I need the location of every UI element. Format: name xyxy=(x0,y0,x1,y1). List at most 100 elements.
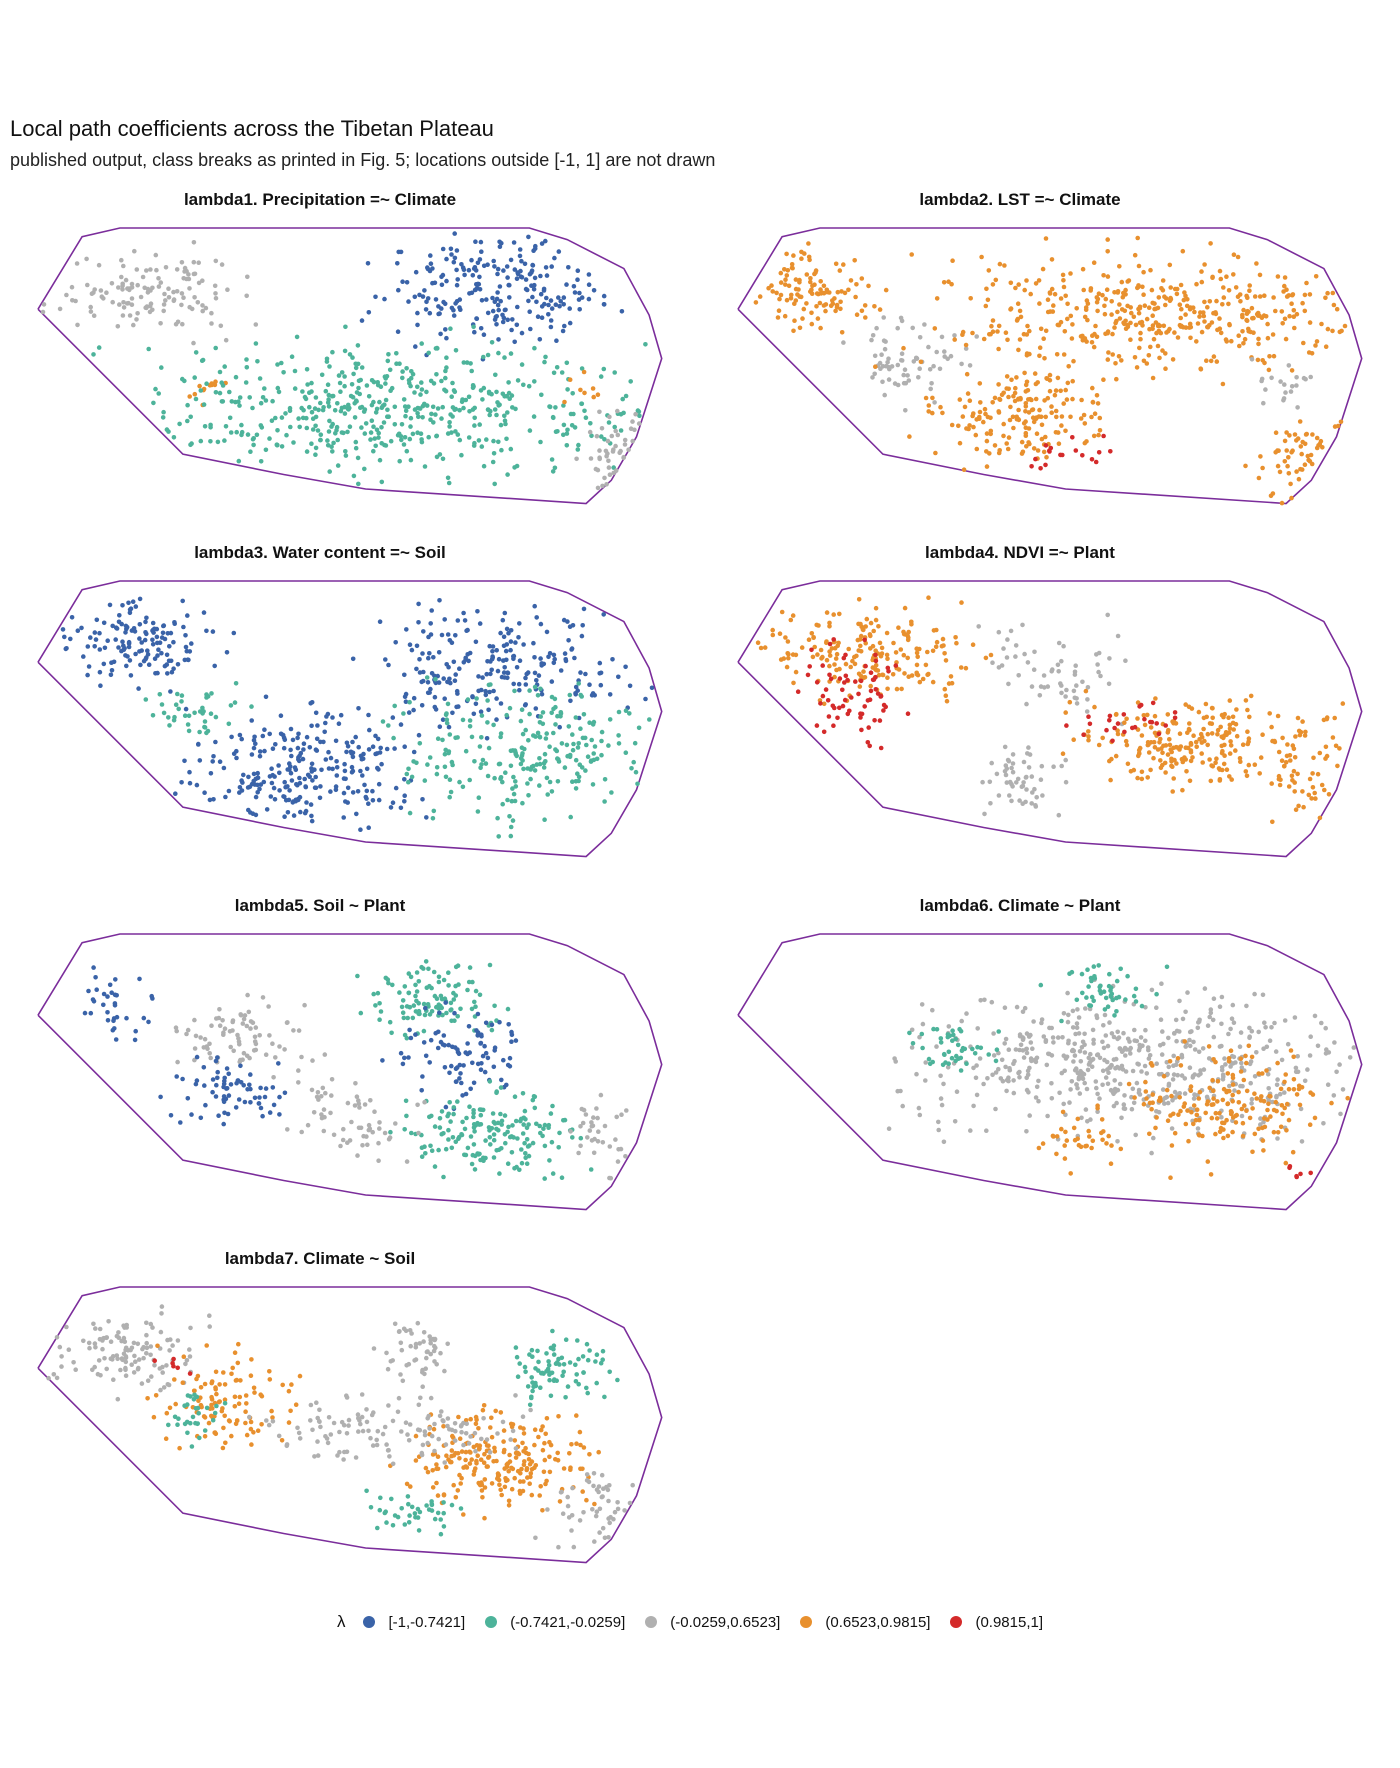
location-point xyxy=(240,1057,245,1062)
location-point xyxy=(410,1015,416,1021)
location-point xyxy=(200,357,206,363)
location-point xyxy=(1177,998,1182,1004)
location-point xyxy=(272,797,278,802)
location-point xyxy=(186,272,191,277)
location-point xyxy=(1241,307,1246,313)
location-point xyxy=(1066,1040,1071,1046)
location-point xyxy=(330,715,335,720)
location-point xyxy=(198,388,204,393)
location-point xyxy=(1219,994,1225,1000)
location-point xyxy=(364,766,370,772)
location-point xyxy=(121,263,126,269)
location-point xyxy=(557,1130,562,1136)
location-point xyxy=(511,654,516,659)
location-point xyxy=(938,404,943,410)
location-point xyxy=(566,265,571,270)
location-point xyxy=(430,266,435,271)
location-point xyxy=(1268,1114,1273,1119)
location-point xyxy=(421,1040,427,1045)
location-point xyxy=(1123,1053,1128,1058)
location-point xyxy=(1340,1087,1346,1092)
location-point xyxy=(1137,320,1143,325)
location-point xyxy=(1008,307,1013,312)
location-point xyxy=(403,699,409,704)
location-point xyxy=(1115,289,1121,294)
location-point xyxy=(1274,1082,1280,1088)
location-point xyxy=(837,676,843,681)
location-point xyxy=(1074,1025,1080,1030)
location-point xyxy=(469,257,474,263)
location-point xyxy=(408,457,414,463)
location-point xyxy=(193,396,199,402)
location-point xyxy=(833,261,839,267)
location-point xyxy=(558,299,563,304)
location-point xyxy=(1260,992,1266,998)
location-point xyxy=(501,670,507,675)
location-point xyxy=(1152,745,1158,750)
location-point xyxy=(420,651,425,656)
location-point xyxy=(513,784,519,789)
location-point xyxy=(892,381,898,386)
location-point xyxy=(197,729,202,735)
location-point xyxy=(242,1013,248,1018)
location-point xyxy=(582,735,588,741)
location-point xyxy=(1142,303,1148,308)
location-point xyxy=(1160,1087,1166,1092)
location-point xyxy=(40,309,46,315)
location-point xyxy=(531,733,536,738)
location-point xyxy=(530,1140,536,1146)
location-point xyxy=(582,408,587,414)
location-point xyxy=(484,297,489,302)
location-point xyxy=(439,282,445,288)
location-point xyxy=(443,747,449,753)
location-point xyxy=(1191,733,1196,738)
location-point xyxy=(1150,1092,1155,1097)
location-point xyxy=(1024,1129,1029,1134)
location-point xyxy=(837,268,843,273)
location-point xyxy=(823,687,829,692)
location-point xyxy=(427,310,433,316)
location-point xyxy=(470,979,475,985)
location-point xyxy=(602,475,607,481)
location-point xyxy=(115,324,121,329)
location-point xyxy=(475,1011,481,1017)
location-point xyxy=(219,262,225,267)
location-point xyxy=(1129,1106,1135,1112)
location-point xyxy=(387,367,393,373)
location-point xyxy=(953,635,958,640)
location-point xyxy=(531,287,537,292)
location-point xyxy=(1279,500,1285,506)
location-point xyxy=(1188,335,1193,341)
location-point xyxy=(1150,300,1155,306)
location-point xyxy=(503,307,508,313)
location-point xyxy=(258,782,264,787)
location-point xyxy=(154,626,160,632)
location-point xyxy=(494,1089,500,1094)
location-point xyxy=(1070,378,1075,384)
location-point xyxy=(1090,399,1096,405)
location-point xyxy=(1275,1077,1280,1082)
location-point xyxy=(329,1093,334,1098)
location-point xyxy=(342,383,347,389)
location-point xyxy=(328,755,334,761)
location-point xyxy=(380,1058,385,1063)
location-point xyxy=(1041,1034,1047,1039)
location-point xyxy=(963,346,969,351)
location-point xyxy=(217,1023,223,1028)
location-point xyxy=(41,302,47,307)
location-point xyxy=(428,253,433,258)
location-point xyxy=(1116,354,1122,359)
location-point xyxy=(168,1113,174,1118)
location-point xyxy=(1219,712,1225,718)
location-point xyxy=(173,702,179,707)
location-point xyxy=(502,355,507,360)
location-point xyxy=(1315,1043,1321,1049)
location-point xyxy=(414,989,420,994)
location-point xyxy=(1097,988,1103,994)
location-point xyxy=(144,615,149,621)
location-point xyxy=(1131,1100,1137,1106)
location-point xyxy=(521,766,526,772)
location-point xyxy=(491,258,497,264)
location-point xyxy=(428,261,434,266)
location-point xyxy=(1115,731,1121,737)
